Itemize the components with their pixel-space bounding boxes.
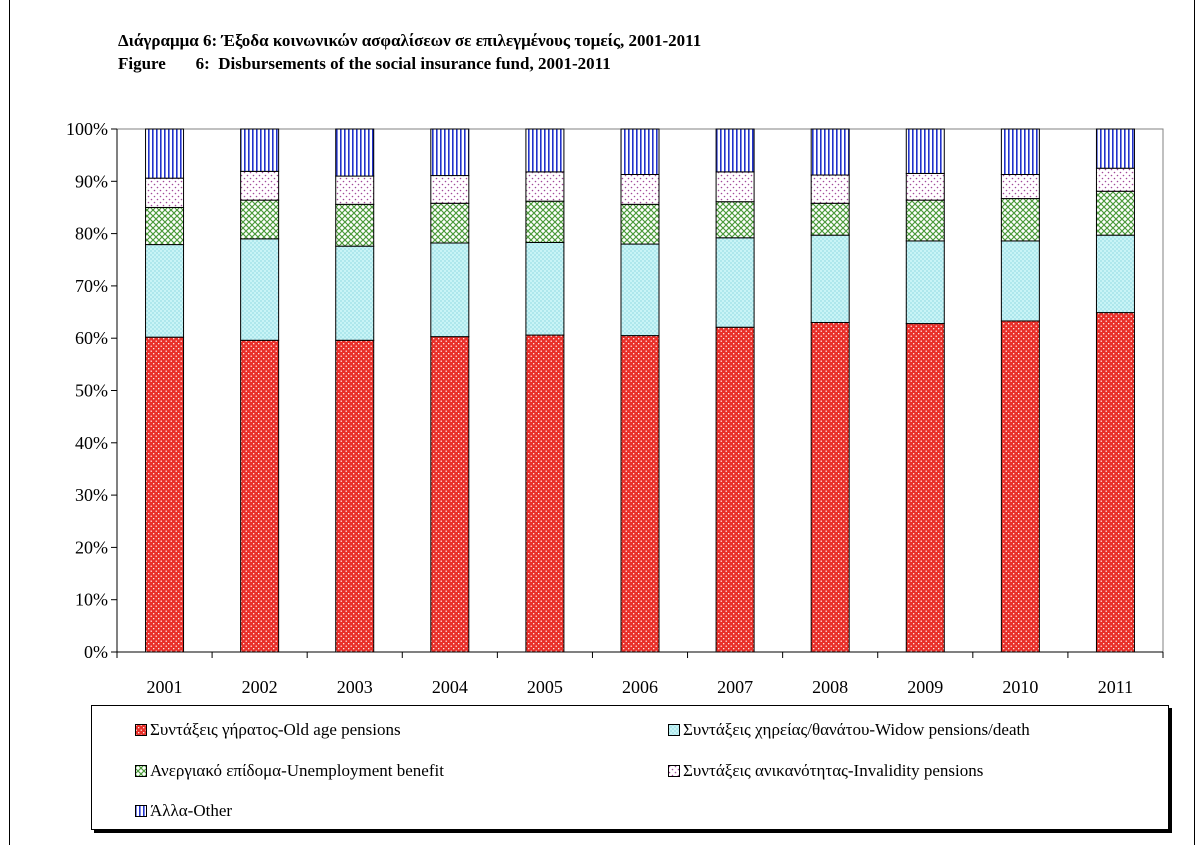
- y-tick-label: 40%: [75, 433, 108, 453]
- y-tick-label: 100%: [66, 119, 108, 139]
- bar-segment: [430, 202, 470, 244]
- legend-label: Συντάξεις ανικανότητας-Invalidity pensio…: [683, 761, 984, 780]
- legend-swatch: [668, 724, 680, 736]
- bar-segment: [905, 128, 945, 174]
- legend-swatch: [135, 724, 147, 736]
- bar-segment: [430, 128, 470, 177]
- x-tick-label: 2007: [717, 677, 753, 697]
- bar-segment: [905, 240, 945, 325]
- bar-segment: [905, 323, 945, 653]
- y-tick-label: 20%: [75, 537, 108, 557]
- figure-frame: [9, 0, 1195, 845]
- y-tick-label: 90%: [75, 171, 108, 191]
- bar-segment: [715, 201, 755, 239]
- bar-segment: [905, 172, 945, 201]
- bar-segment: [525, 171, 565, 202]
- bar-segment: [145, 336, 185, 653]
- bar-segment: [525, 241, 565, 336]
- x-tick-label: 2010: [1002, 677, 1038, 697]
- bar-segment: [1095, 190, 1135, 236]
- bar-segment: [145, 206, 185, 246]
- bar-segment: [715, 128, 755, 173]
- bar-segment: [810, 202, 850, 236]
- bar-segment: [1000, 240, 1040, 322]
- bar-segment: [620, 174, 660, 205]
- y-tick-label: 60%: [75, 328, 108, 348]
- bar-segment: [1095, 312, 1135, 653]
- bar-segment: [620, 128, 660, 176]
- bar-segment: [430, 242, 470, 338]
- bar-segment: [335, 245, 375, 341]
- bar-segment: [145, 128, 185, 179]
- bar-segment: [335, 128, 375, 177]
- bar-segment: [620, 335, 660, 653]
- y-tick-label: 0%: [84, 642, 108, 662]
- x-tick-label: 2002: [242, 677, 278, 697]
- legend-item: Άλλα-Other: [135, 801, 232, 821]
- bar-segment: [810, 322, 850, 653]
- chart-subtitle: Figure 6: Disbursements of the social in…: [118, 54, 611, 73]
- x-tick-label: 2011: [1098, 677, 1133, 697]
- x-tick-label: 2009: [907, 677, 943, 697]
- bar-segment: [810, 174, 850, 204]
- legend-swatch: [668, 765, 680, 777]
- bar-segment: [240, 170, 280, 201]
- bar-segment: [430, 336, 470, 653]
- bar-segment: [430, 175, 470, 204]
- bar-segment: [145, 177, 185, 208]
- bar-segment: [810, 128, 850, 176]
- x-tick-label: 2006: [622, 677, 658, 697]
- bar-segment: [525, 334, 565, 653]
- bar-segment: [335, 339, 375, 653]
- bar-segment: [1095, 128, 1135, 169]
- y-tick-label: 80%: [75, 224, 108, 244]
- chart-title: Διάγραμμα 6: Έξοδα κοινωνικών ασφαλίσεων…: [118, 31, 702, 50]
- bar-segment: [240, 199, 280, 240]
- bar-segment: [1000, 174, 1040, 200]
- bar-segment: [1000, 198, 1040, 242]
- y-tick-label: 30%: [75, 485, 108, 505]
- legend: Συντάξεις γήρατος-Old age pensions Συντάξ…: [91, 705, 1169, 830]
- bar-segment: [1000, 128, 1040, 176]
- legend-label: Συντάξεις χηρείας/θανάτου-Widow pensions…: [683, 720, 1030, 739]
- bar-segment: [525, 200, 565, 243]
- bar-segment: [905, 199, 945, 242]
- bar-segment: [240, 238, 280, 341]
- legend-swatch: [135, 805, 147, 817]
- bar-segment: [1000, 320, 1040, 653]
- x-tick-label: 2001: [147, 677, 183, 697]
- legend-label: Ανεργιακό επίδομα-Unemployment benefit: [150, 761, 444, 780]
- legend-item: Ανεργιακό επίδομα-Unemployment benefit: [135, 761, 444, 781]
- bar-segment: [620, 203, 660, 245]
- legend-item: Συντάξεις γήρατος-Old age pensions: [135, 720, 401, 740]
- y-tick-label: 50%: [75, 381, 108, 401]
- bar-segment: [1095, 167, 1135, 192]
- legend-label: Άλλα-Other: [150, 801, 233, 820]
- bar-segment: [715, 237, 755, 328]
- bar-segment: [335, 175, 375, 205]
- y-tick-label: 70%: [75, 276, 108, 296]
- bar-segment: [810, 234, 850, 324]
- bar-segment: [240, 128, 280, 172]
- bar-segment: [145, 244, 185, 338]
- bar-segment: [525, 128, 565, 173]
- bar-segment: [240, 339, 280, 653]
- x-tick-label: 2008: [812, 677, 848, 697]
- bar-segment: [715, 171, 755, 203]
- bar-segment: [335, 203, 375, 247]
- x-tick-label: 2003: [337, 677, 373, 697]
- bar-segment: [1095, 234, 1135, 314]
- x-tick-label: 2004: [432, 677, 468, 697]
- legend-item: Συντάξεις ανικανότητας-Invalidity pensio…: [668, 761, 983, 781]
- x-tick-label: 2005: [527, 677, 563, 697]
- legend-item: Συντάξεις χηρείας/θανάτου-Widow pensions…: [668, 720, 1030, 740]
- bar-segment: [620, 243, 660, 337]
- bar-segment: [715, 326, 755, 653]
- y-tick-label: 10%: [75, 590, 108, 610]
- legend-label: Συντάξεις γήρατος-Old age pensions: [150, 720, 401, 739]
- legend-swatch: [135, 765, 147, 777]
